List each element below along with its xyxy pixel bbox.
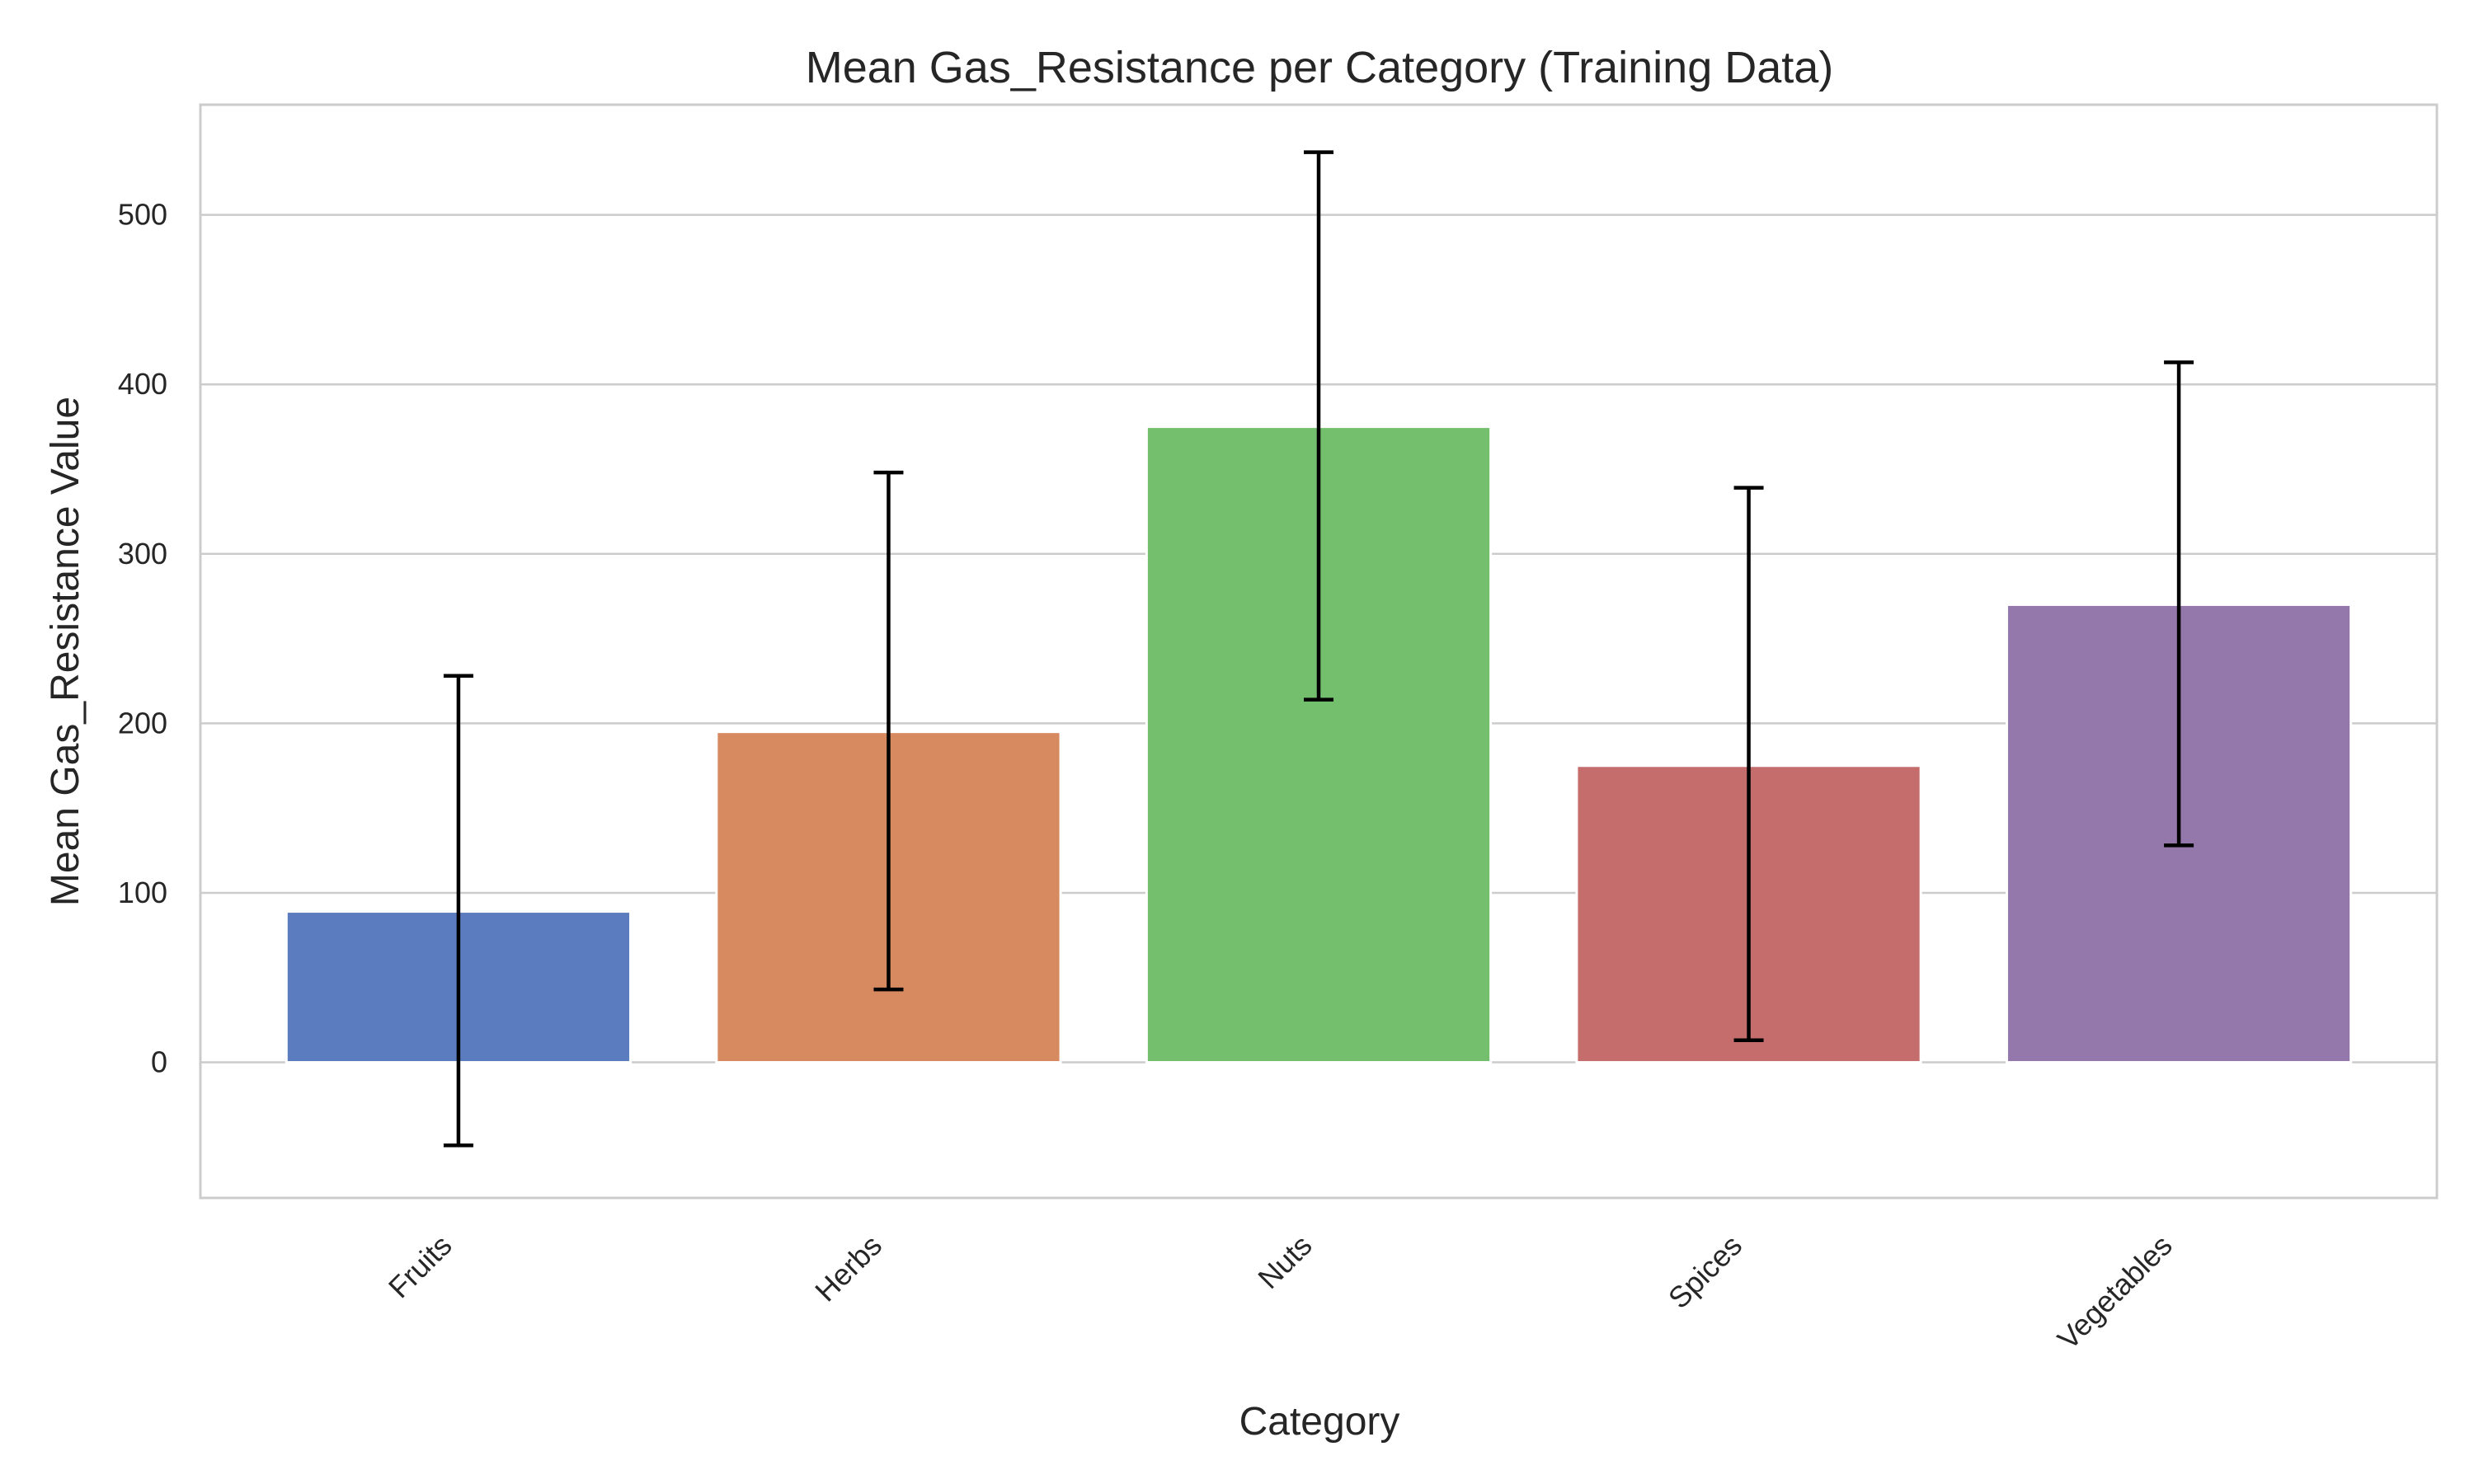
y-axis-label: Mean Gas_Resistance Value [44,397,87,906]
error-bar-spices [1733,486,1764,1043]
error-bar-nuts [1304,150,1333,702]
y-tick-label: 200 [118,706,167,740]
x-axis-label: Category [1239,1400,1400,1444]
y-tick-label: 100 [118,876,167,909]
x-tick-label-vegetables: Vegetables [2051,1228,2179,1356]
error-bar-vegetables [2164,360,2194,848]
y-tick-labels: 0 100 200 300 400 500 [118,198,167,1079]
y-tick-label: 300 [118,537,167,571]
y-tick-label: 0 [151,1045,167,1079]
x-tick-label-herbs: Herbs [808,1228,888,1308]
y-tick-label: 400 [118,367,167,401]
x-tick-labels: Fruits Herbs Nuts Spices Vegetables [382,1228,2179,1356]
error-bar-fruits [443,674,473,1148]
x-tick-label-spices: Spices [1662,1228,1748,1315]
y-tick-label: 500 [118,198,167,232]
error-bar-herbs [873,470,904,992]
x-tick-label-fruits: Fruits [382,1228,459,1305]
chart-title: Mean Gas_Resistance per Category (Traini… [806,43,1834,92]
plot-frame [199,103,2439,1200]
error-bars [443,150,2194,1148]
x-tick-label-nuts: Nuts [1251,1228,1318,1295]
